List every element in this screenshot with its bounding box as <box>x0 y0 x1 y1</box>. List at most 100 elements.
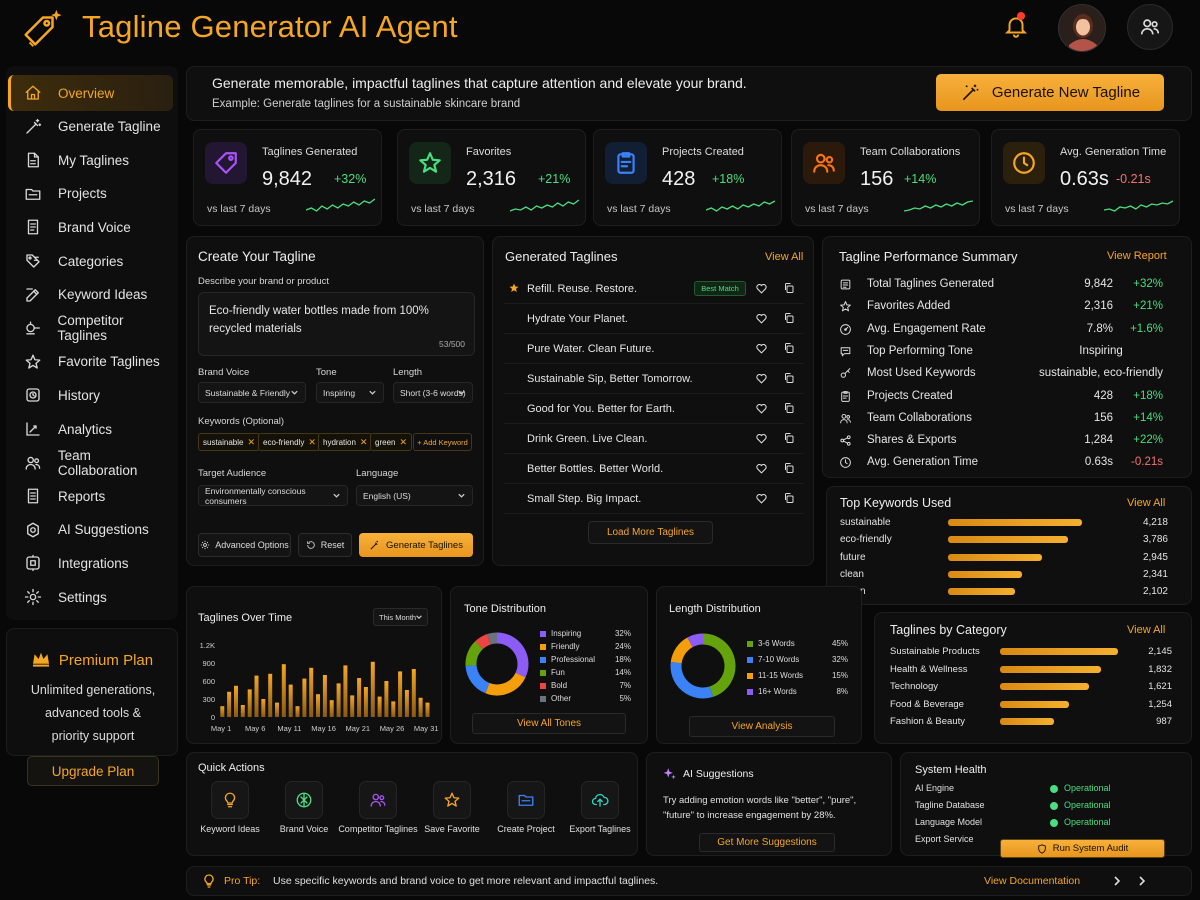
category-view-all-link[interactable]: View All <box>1127 624 1166 636</box>
keyword-chip[interactable]: eco-friendly ✕ <box>258 433 321 451</box>
sidebar-item-favorite-taglines[interactable]: Favorite Taglines <box>8 344 173 380</box>
slice-7-10-words <box>670 661 714 699</box>
copy-icon[interactable] <box>783 282 795 294</box>
sidebar-item-competitor-taglines[interactable]: Competitor Taglines <box>8 310 173 346</box>
heart-icon[interactable] <box>755 402 768 415</box>
sidebar-item-brand-voice[interactable]: Brand Voice <box>8 209 173 245</box>
upgrade-plan-button[interactable]: Upgrade Plan <box>27 756 159 786</box>
period-select[interactable]: This Month <box>373 608 428 626</box>
tagline-row[interactable]: Hydrate Your Planet. <box>504 304 804 334</box>
get-more-suggestions-button[interactable]: Get More Suggestions <box>699 833 835 852</box>
tagline-row[interactable]: Pure Water. Clean Future. <box>504 334 804 364</box>
tagline-row[interactable]: Better Bottles. Better World. <box>504 454 804 484</box>
copy-icon[interactable] <box>783 432 795 444</box>
tagline-row[interactable]: Good for You. Better for Earth. <box>504 394 804 424</box>
keywords-view-all-link[interactable]: View All <box>1127 497 1166 509</box>
keyword-chip[interactable]: sustainable ✕ <box>198 433 261 451</box>
keyword-chip[interactable]: hydration ✕ <box>318 433 373 451</box>
sidebar-item-label: History <box>58 387 101 403</box>
tagline-row[interactable]: Small Step. Big Impact. <box>504 484 804 514</box>
view-documentation-link[interactable]: View Documentation <box>984 875 1081 887</box>
remove-chip-icon[interactable]: ✕ <box>399 436 408 447</box>
bar-may-7 <box>261 699 266 717</box>
quick-action-competitor-taglines[interactable]: Competitor Taglines <box>338 781 418 851</box>
length-select[interactable]: Short (3-6 words) <box>393 382 473 403</box>
sidebar-item-reports[interactable]: Reports <box>8 478 173 514</box>
category-bar <box>1000 648 1118 655</box>
status-dot <box>1050 802 1058 810</box>
team-users-icon[interactable] <box>1127 4 1173 50</box>
run-system-audit-button[interactable]: Run System Audit <box>1000 839 1165 858</box>
heart-icon[interactable] <box>755 432 768 445</box>
tagline-text: Good for You. Better for Earth. <box>527 403 675 415</box>
sidebar-item-generate-tagline[interactable]: Generate Tagline <box>8 109 173 145</box>
quick-action-create-project[interactable]: Create Project <box>491 781 561 851</box>
heart-icon[interactable] <box>755 312 768 325</box>
keyword-chip[interactable]: green ✕ <box>370 433 413 451</box>
copy-icon[interactable] <box>783 402 795 414</box>
view-report-link[interactable]: View Report <box>1107 250 1167 262</box>
audience-label: Target Audience <box>198 468 267 479</box>
copy-icon[interactable] <box>783 312 795 324</box>
sidebar-item-categories[interactable]: Categories <box>8 243 173 279</box>
advanced-options-button[interactable]: Advanced Options <box>198 533 291 557</box>
chevron-right-icon[interactable] <box>1112 875 1122 887</box>
heart-icon[interactable] <box>755 492 768 505</box>
remove-chip-icon[interactable]: ✕ <box>308 436 316 447</box>
sidebar-item-team-collaboration[interactable]: Team Collaboration <box>8 445 173 481</box>
chevron-right-icon[interactable] <box>1137 875 1147 887</box>
category-title: Taglines by Category <box>890 623 1007 637</box>
heart-icon[interactable] <box>755 372 768 385</box>
brand-voice-select[interactable]: Sustainable & Friendly <box>198 382 306 403</box>
sidebar-item-settings[interactable]: Settings <box>8 579 173 615</box>
notification-bell-icon[interactable] <box>1003 12 1029 40</box>
audience-select[interactable]: Environmentally conscious consumers <box>198 485 348 506</box>
quick-action-label: Keyword Ideas <box>200 824 260 834</box>
sidebar-item-keyword-ideas[interactable]: Keyword Ideas <box>8 277 173 313</box>
period-value: This Month <box>379 612 417 622</box>
tone-select[interactable]: Inspiring <box>316 382 384 403</box>
generate-new-tagline-button[interactable]: Generate New Tagline <box>936 74 1164 111</box>
quick-action-save-favorite[interactable]: Save Favorite <box>417 781 487 851</box>
quick-action-keyword-ideas[interactable]: Keyword Ideas <box>195 781 265 851</box>
quick-action-export-taglines[interactable]: Export Taglines <box>565 781 635 851</box>
sidebar-item-ai-suggestions[interactable]: AI Suggestions <box>8 512 173 548</box>
load-more-button[interactable]: Load More Taglines <box>588 521 713 544</box>
view-all-tones-button[interactable]: View All Tones <box>472 713 626 734</box>
view-analysis-button[interactable]: View Analysis <box>689 716 835 737</box>
copy-icon[interactable] <box>783 462 795 474</box>
legend-swatch <box>540 644 546 650</box>
sidebar-item-my-taglines[interactable]: My Taglines <box>8 142 173 178</box>
copy-icon[interactable] <box>783 372 795 384</box>
tagline-row[interactable]: Best Match Refill. Reuse. Restore. <box>504 274 804 304</box>
sidebar-item-history[interactable]: History <box>8 377 173 413</box>
generate-taglines-button[interactable]: Generate Taglines <box>359 533 473 557</box>
remove-chip-icon[interactable]: ✕ <box>359 436 368 447</box>
category-count: 2,145 <box>1148 646 1172 657</box>
add-keyword-button[interactable]: + Add Keyword <box>413 433 472 451</box>
sidebar-item-overview[interactable]: Overview <box>8 75 173 111</box>
sidebar-item-analytics[interactable]: Analytics <box>8 411 173 447</box>
heart-icon[interactable] <box>755 282 768 295</box>
brand-description-textarea[interactable]: Eco-friendly water bottles made from 100… <box>198 292 475 356</box>
bar-may-8 <box>268 673 273 717</box>
reset-button[interactable]: Reset <box>298 533 352 557</box>
heart-icon[interactable] <box>755 342 768 355</box>
heart-icon[interactable] <box>755 462 768 475</box>
language-select[interactable]: English (US) <box>356 485 473 506</box>
performance-value: Inspiring <box>1079 344 1123 357</box>
tagline-row[interactable]: Sustainable Sip, Better Tomorrow. <box>504 364 804 394</box>
copy-icon[interactable] <box>783 342 795 354</box>
sidebar-item-projects[interactable]: Projects <box>8 176 173 212</box>
user-avatar[interactable] <box>1058 4 1106 52</box>
keyword-row: clean 2,341 <box>840 567 1180 583</box>
quick-action-brand-voice[interactable]: Brand Voice <box>269 781 339 851</box>
tagline-row[interactable]: Drink Green. Live Clean. <box>504 424 804 454</box>
stat-value: 428 <box>662 168 696 190</box>
copy-icon[interactable] <box>783 492 795 504</box>
remove-chip-icon[interactable]: ✕ <box>247 436 256 447</box>
sparkle-icon <box>663 767 677 781</box>
sidebar-item-integrations[interactable]: Integrations <box>8 545 173 581</box>
slice-inspiring <box>496 632 529 678</box>
view-all-taglines-link[interactable]: View All <box>765 251 804 263</box>
